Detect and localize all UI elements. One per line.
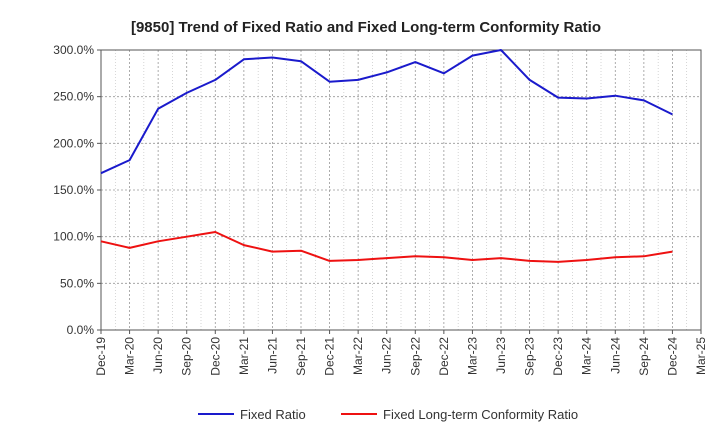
x-tick-label: Mar-23 — [465, 337, 479, 375]
chart-title: [9850] Trend of Fixed Ratio and Fixed Lo… — [131, 19, 601, 36]
x-tick-label: Mar-24 — [580, 337, 594, 375]
y-tick-label: 300.0% — [53, 43, 94, 57]
y-tick-label: 0.0% — [67, 323, 95, 337]
x-tick-label: Sep-21 — [294, 337, 308, 376]
x-tick-label: Mar-20 — [123, 337, 137, 375]
x-tick-label: Dec-21 — [323, 337, 337, 376]
legend: Fixed Ratio Fixed Long-term Conformity Ra… — [198, 407, 578, 422]
x-tick-label: Jun-20 — [151, 337, 165, 374]
x-tick-label: Sep-22 — [408, 337, 422, 376]
x-tick-label: Dec-19 — [94, 337, 108, 376]
series-line-1 — [100, 49, 673, 175]
series-lines — [100, 49, 673, 263]
y-tick-label: 150.0% — [53, 183, 94, 197]
x-tick-label: Mar-25 — [694, 337, 708, 375]
x-tick-label: Dec-23 — [551, 337, 565, 376]
x-tick-label: Dec-20 — [208, 337, 222, 376]
y-axis-ticks: 0.0% 50.0% 100.0% 150.0% 200.0% 250.0% 300.0% — [53, 43, 101, 337]
x-tick-label: Sep-23 — [523, 337, 537, 376]
x-tick-label: Sep-24 — [637, 337, 651, 376]
y-tick-label: 250.0% — [53, 90, 94, 104]
y-tick-label: 200.0% — [53, 136, 94, 150]
x-tick-label: Jun-24 — [608, 337, 622, 374]
x-tick-label: Mar-21 — [237, 337, 251, 375]
legend-label-1: Fixed Ratio — [240, 407, 306, 422]
y-tick-label: 50.0% — [60, 276, 94, 290]
x-tick-label: Jun-21 — [265, 337, 279, 374]
x-tick-label: Jun-23 — [494, 337, 508, 374]
x-tick-label: Dec-24 — [665, 337, 679, 376]
legend-label-2: Fixed Long-term Conformity Ratio — [383, 407, 578, 422]
x-axis-ticks: Dec-19 Mar-20 Jun-20 Sep-20 Dec-20 Mar-21 Jun-… — [94, 330, 708, 376]
x-tick-label: Dec-22 — [437, 337, 451, 376]
x-tick-label: Sep-20 — [180, 337, 194, 376]
series-line-2 — [100, 231, 673, 263]
x-tick-label: Mar-22 — [351, 337, 365, 375]
y-tick-label: 100.0% — [53, 230, 94, 244]
x-tick-label: Jun-22 — [380, 337, 394, 374]
